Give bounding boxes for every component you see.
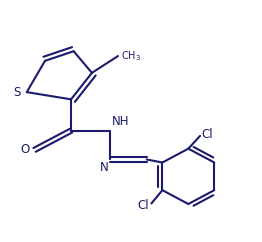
Text: S: S [13,86,20,99]
Text: N: N [100,161,109,174]
Text: O: O [20,143,29,156]
Text: CH$_3$: CH$_3$ [121,49,141,63]
Text: Cl: Cl [138,199,149,212]
Text: Cl: Cl [201,128,213,141]
Text: NH: NH [111,115,129,128]
